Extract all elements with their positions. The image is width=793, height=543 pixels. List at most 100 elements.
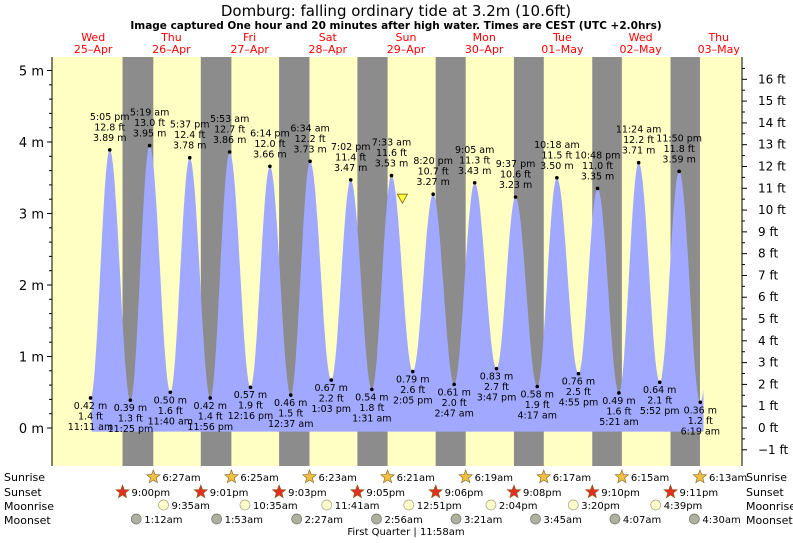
moonset-time: 2:56am xyxy=(384,515,422,526)
tide-label: 3.95 m xyxy=(133,129,166,140)
tide-label: 4:17 am xyxy=(518,411,557,422)
tide-point xyxy=(308,159,312,164)
tide-label: 2:05 pm xyxy=(393,396,433,407)
tide-label: 2.5 ft xyxy=(566,387,591,398)
day-date: 02–May xyxy=(619,43,662,56)
tide-point xyxy=(576,371,581,376)
tide-label: 12.2 ft xyxy=(623,135,654,146)
moonset-icon xyxy=(609,513,621,525)
tide-label: 3.35 m xyxy=(581,171,614,182)
tide-label: 0.67 m xyxy=(315,383,348,394)
tide-label: 5:37 pm xyxy=(170,120,210,131)
tide-point xyxy=(370,387,374,392)
tide-label: 3.50 m xyxy=(540,161,573,172)
moonset-time: 4:07am xyxy=(623,515,661,526)
right-tick-label: 15 ft xyxy=(758,94,786,108)
tide-label: 2.2 ft xyxy=(319,394,344,405)
day-date: 29–Apr xyxy=(387,43,426,56)
day-date: 03–May xyxy=(698,43,741,56)
tide-point xyxy=(248,385,253,390)
sunrise-star-icon xyxy=(458,469,474,484)
tide-point xyxy=(698,400,703,405)
tide-label: 3.66 m xyxy=(253,149,286,160)
day-date: 27–Apr xyxy=(230,43,269,56)
tide-label: 10.6 ft xyxy=(500,170,531,181)
right-tick-label: 1 ft xyxy=(758,399,778,413)
tide-label: 3.53 m xyxy=(375,159,408,170)
tide-label: 0.49 m xyxy=(602,396,635,407)
moonrise-icon xyxy=(650,499,662,511)
sunset-time: 9:05pm xyxy=(366,488,405,499)
tide-point xyxy=(452,382,456,387)
row-label-left: Sunrise xyxy=(4,471,45,484)
tide-label: 5:19 am xyxy=(130,108,169,119)
tide-label: 3.23 m xyxy=(499,180,532,191)
left-tick-label: 1 m xyxy=(19,351,44,366)
tide-label: 9:05 am xyxy=(455,145,494,156)
tide-point xyxy=(513,195,518,199)
moonrise-icon xyxy=(403,499,415,511)
sunrise-time: 6:19am xyxy=(475,473,513,484)
tide-label: 3.86 m xyxy=(213,135,246,146)
right-tick-label: 2 ft xyxy=(758,377,778,391)
tide-label: 11:40 am xyxy=(148,416,193,427)
sunset-time: 9:08pm xyxy=(523,488,562,499)
tide-label: 6:14 pm xyxy=(250,128,290,139)
tide-label: 1.6 ft xyxy=(606,406,631,417)
tide-label: 3.78 m xyxy=(173,141,206,152)
tide-label: 1.3 ft xyxy=(118,414,143,425)
moonrise-time: 4:39pm xyxy=(664,501,703,512)
right-tick-label: 3 ft xyxy=(758,356,778,370)
tide-label: 11.0 ft xyxy=(582,161,613,172)
sunrise-star-icon xyxy=(614,469,630,484)
tide-label: 11.6 ft xyxy=(376,148,407,159)
tide-point xyxy=(88,396,93,400)
sunrise-time: 6:13am xyxy=(709,473,747,484)
tide-point xyxy=(348,178,353,182)
sunset-star-icon xyxy=(349,484,365,499)
tide-label: 1.6 ft xyxy=(158,406,183,417)
day-of-week: Thu xyxy=(160,31,182,44)
sunset-time: 9:11pm xyxy=(680,488,719,499)
moonset-time: 4:30am xyxy=(702,515,740,526)
tide-area xyxy=(91,145,704,432)
tide-label: 0.83 m xyxy=(480,372,513,383)
tide-point xyxy=(147,143,152,148)
tide-label: 1.8 ft xyxy=(359,403,384,414)
tide-point xyxy=(128,398,133,402)
moonset-icon xyxy=(450,513,462,525)
sunrise-time: 6:23am xyxy=(318,473,356,484)
tide-point xyxy=(535,384,540,389)
tide-label: 11:50 pm xyxy=(656,133,702,144)
tide-label: 0.58 m xyxy=(521,390,554,401)
right-tick-label: 0 ft xyxy=(758,421,778,435)
tide-point xyxy=(677,169,681,174)
sunrise-star-icon xyxy=(692,469,708,484)
moonset-icon xyxy=(371,513,382,525)
tide-label: 8:20 pm xyxy=(413,156,453,167)
sunset-star-icon xyxy=(584,484,600,499)
tide-point xyxy=(227,150,232,154)
moonrise-icon xyxy=(321,499,333,511)
row-label-right: Moonrise xyxy=(746,500,793,513)
sunrise-time: 6:25am xyxy=(240,473,278,484)
moonset-icon xyxy=(530,513,541,525)
chart-subtitle: Image captured One hour and 20 minutes a… xyxy=(130,20,661,32)
moonset-time: 1:12am xyxy=(144,515,182,526)
tide-label: 1.4 ft xyxy=(198,411,223,422)
right-tick-label: 5 ft xyxy=(758,312,778,326)
sunrise-star-icon xyxy=(380,469,396,484)
left-tick-label: 3 m xyxy=(19,208,44,223)
tide-label: 5:21 am xyxy=(599,417,638,428)
tide-point xyxy=(494,366,499,371)
tide-label: 1.2 ft xyxy=(688,416,713,427)
day-date: 25–Apr xyxy=(74,43,113,56)
tide-label: 0.42 m xyxy=(194,401,227,412)
sunrise-time: 6:17am xyxy=(553,473,591,484)
tide-label: 1.9 ft xyxy=(525,400,550,411)
sunrise-time: 6:27am xyxy=(162,473,200,484)
moonset-icon xyxy=(689,513,700,525)
right-tick-label: 8 ft xyxy=(758,247,778,261)
tide-point xyxy=(288,393,293,397)
